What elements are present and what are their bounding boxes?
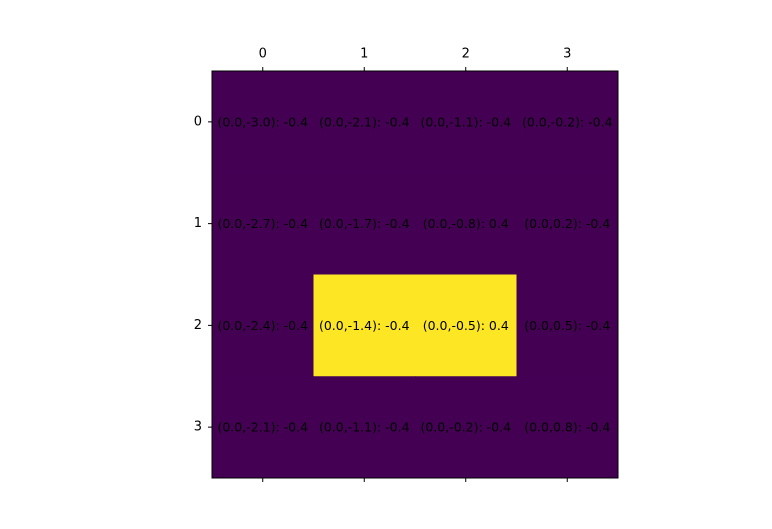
heatmap-cell bbox=[415, 376, 517, 479]
axis-ticks: 0 1 2 3 0 1 2 3 bbox=[194, 47, 571, 482]
heatmap-cell bbox=[313, 172, 416, 275]
heatmap-cell bbox=[516, 71, 619, 174]
heatmap-cell bbox=[212, 71, 314, 174]
heatmap-cell bbox=[516, 376, 619, 479]
x-tick-label: 1 bbox=[360, 47, 368, 62]
cell-label: (0.0,-3.0): -0.4 bbox=[217, 114, 308, 129]
cell-label: (0.0,-2.1): -0.4 bbox=[319, 114, 410, 129]
cell-label: (0.0,-1.7): -0.4 bbox=[319, 216, 410, 231]
heatmap-cell bbox=[313, 71, 416, 174]
heatmap-cell bbox=[516, 172, 619, 275]
heatmap-cell bbox=[212, 376, 314, 479]
y-tick-label: 0 bbox=[194, 114, 202, 129]
heatmap-cell bbox=[415, 274, 517, 377]
heatmap-cell bbox=[415, 71, 517, 174]
y-tick-label: 2 bbox=[194, 318, 202, 333]
cell-label: (0.0,0.2): -0.4 bbox=[524, 216, 610, 231]
axes-frame bbox=[211, 70, 619, 479]
cell-label: (0.0,-1.1): -0.4 bbox=[420, 114, 511, 129]
heatmap-cell bbox=[313, 376, 416, 479]
heatmap-cell bbox=[212, 172, 314, 275]
cell-label: (0.0,-2.7): -0.4 bbox=[217, 216, 308, 231]
cell-label: (0.0,-1.1): -0.4 bbox=[319, 420, 410, 435]
cell-label: (0.0,-0.2): -0.4 bbox=[420, 420, 511, 435]
x-tick-label: 2 bbox=[462, 47, 470, 62]
cell-labels: (0.0,-3.0): -0.4 (0.0,-2.1): -0.4 (0.0,-1.… bbox=[217, 114, 612, 434]
heatmap-cell bbox=[212, 274, 314, 377]
x-tick-label: 3 bbox=[563, 47, 571, 62]
x-tick-label: 0 bbox=[259, 47, 267, 62]
y-tick-label: 1 bbox=[194, 216, 202, 231]
cell-label: (0.0,0.5): -0.4 bbox=[524, 318, 610, 333]
heatmap-cell bbox=[516, 274, 619, 377]
cell-label: (0.0,-0.8): 0.4 bbox=[423, 216, 509, 231]
heatmap-cell bbox=[313, 274, 416, 377]
cell-label: (0.0,-0.2): -0.4 bbox=[522, 114, 613, 129]
cell-label: (0.0,-1.4): -0.4 bbox=[319, 318, 410, 333]
cell-label: (0.0,-2.1): -0.4 bbox=[217, 420, 308, 435]
cell-label: (0.0,-0.5): 0.4 bbox=[423, 318, 509, 333]
y-tick-label: 3 bbox=[194, 420, 202, 435]
heatmap-cell bbox=[415, 172, 517, 275]
cell-label: (0.0,-2.4): -0.4 bbox=[217, 318, 308, 333]
heatmap-cells bbox=[212, 71, 619, 479]
cell-label: (0.0,0.8): -0.4 bbox=[524, 420, 610, 435]
